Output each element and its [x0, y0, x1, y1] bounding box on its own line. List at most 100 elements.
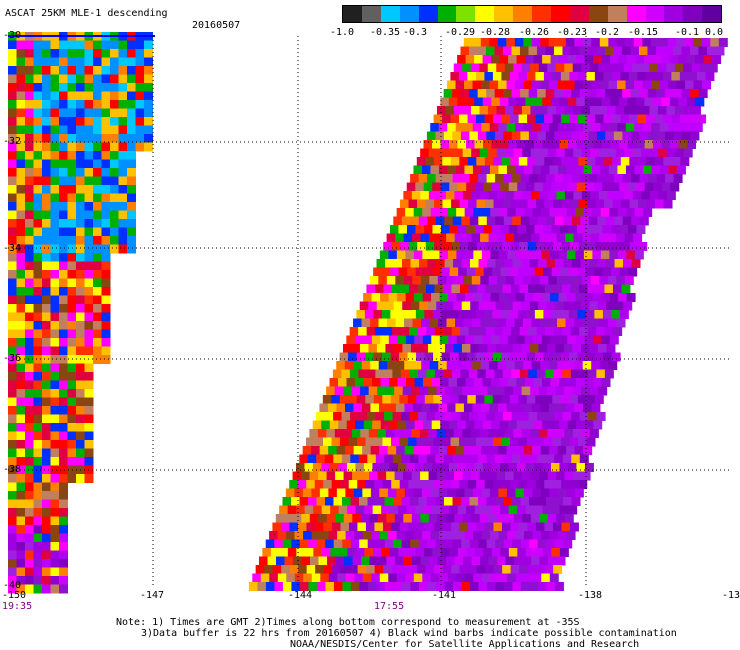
data-cell [508, 55, 518, 64]
data-cell [556, 276, 566, 285]
data-cell [33, 142, 43, 152]
data-cell [8, 491, 17, 500]
data-cell [405, 293, 415, 302]
data-cell [8, 100, 17, 109]
data-cell [333, 454, 343, 464]
data-cell [576, 225, 586, 234]
data-cell [555, 259, 565, 268]
data-cell [604, 46, 614, 56]
data-cell [400, 199, 410, 209]
colorbar-swatch [569, 6, 589, 22]
data-cell [16, 278, 26, 288]
data-cell [610, 97, 620, 107]
data-cell [25, 202, 34, 211]
colorbar-swatch [361, 6, 381, 22]
data-cell [489, 361, 499, 370]
data-cell [444, 301, 454, 311]
data-cell [299, 497, 309, 506]
data-cell [84, 100, 94, 109]
data-cell [450, 157, 460, 166]
data-cell [535, 395, 545, 404]
data-cell [452, 131, 462, 141]
data-cell [275, 514, 285, 523]
data-cell [16, 499, 26, 509]
data-cell [534, 140, 544, 149]
data-cell [518, 437, 528, 447]
data-cell [579, 89, 589, 98]
data-cell [50, 304, 60, 313]
data-cell [568, 505, 578, 515]
data-cell [25, 134, 34, 143]
data-cell [442, 157, 452, 166]
data-cell [559, 420, 569, 430]
data-cell [420, 233, 430, 243]
data-cell [338, 463, 348, 472]
data-cell [16, 576, 26, 585]
data-cell [355, 548, 365, 557]
data-cell [500, 505, 510, 515]
lon-label: -135 [722, 590, 740, 601]
data-cell [127, 244, 136, 254]
data-cell [510, 480, 520, 489]
data-cell [449, 505, 459, 515]
data-cell [330, 548, 340, 557]
data-cell [522, 148, 532, 158]
data-cell [443, 369, 453, 379]
data-cell [50, 244, 60, 254]
data-cell [516, 55, 526, 64]
data-cell [25, 346, 34, 356]
data-cell [544, 565, 554, 574]
data-cell [401, 539, 411, 549]
data-cell [279, 505, 289, 515]
data-cell [580, 216, 590, 226]
data-cell [562, 89, 572, 98]
data-cell [627, 140, 637, 149]
data-cell [25, 49, 34, 58]
data-cell [636, 225, 646, 234]
data-cell [127, 100, 136, 109]
data-cell [502, 369, 512, 379]
data-cell [414, 463, 424, 472]
data-cell [561, 199, 571, 209]
data-cell [474, 505, 484, 515]
data-cell [570, 327, 580, 336]
data-cell [118, 91, 128, 101]
data-cell [299, 454, 309, 464]
data-cell [491, 55, 501, 64]
data-cell [67, 312, 77, 322]
data-cell [459, 114, 469, 124]
data-cell [457, 378, 467, 387]
data-cell [599, 233, 609, 243]
data-cell [316, 412, 326, 421]
data-cell [534, 225, 544, 234]
data-cell [549, 80, 559, 90]
data-cell [573, 276, 583, 285]
data-cell [505, 514, 515, 523]
data-cell [396, 488, 406, 498]
data-cell [525, 420, 535, 430]
data-cell [33, 295, 43, 305]
data-cell [605, 89, 615, 98]
data-cell [489, 80, 499, 90]
data-cell [382, 480, 392, 489]
data-cell [59, 125, 68, 135]
data-cell [59, 499, 68, 509]
data-cell [389, 463, 399, 472]
data-cell [67, 219, 77, 228]
data-cell [454, 191, 464, 200]
data-cell [101, 193, 111, 203]
data-cell [59, 91, 68, 101]
data-cell [50, 363, 60, 373]
data-cell [352, 514, 362, 523]
data-cell [426, 454, 436, 464]
data-cell [460, 454, 470, 464]
data-cell [16, 236, 26, 245]
data-cell [557, 38, 567, 47]
data-cell [546, 259, 556, 268]
data-cell [564, 106, 574, 115]
data-cell [353, 446, 363, 455]
data-cell [435, 539, 445, 549]
data-cell [93, 329, 102, 339]
data-cell [340, 522, 350, 532]
note-line-3: NOAA/NESDIS/Center for Satellite Applica… [290, 639, 640, 650]
